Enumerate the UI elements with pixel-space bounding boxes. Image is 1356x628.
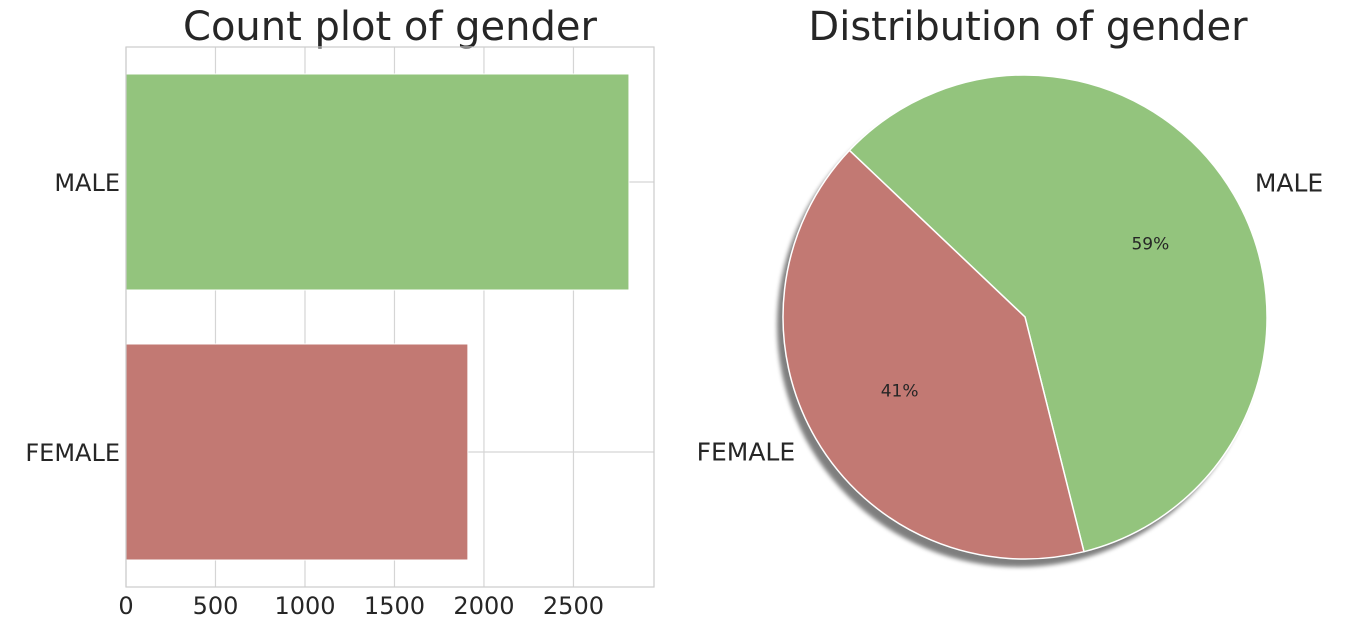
x-tick-label: 1500 [364, 592, 425, 620]
y-tick-label-male: MALE [54, 169, 120, 197]
x-tick-label: 2000 [453, 592, 514, 620]
pie-label-female: FEMALE [697, 437, 796, 466]
bar-female [125, 343, 469, 561]
pie-pct-label-female: 41% [881, 381, 919, 401]
bar-marks [125, 73, 630, 561]
pie-pct-label-male: 59% [1131, 235, 1169, 255]
pie-slice-female [782, 149, 1085, 560]
bar-plot-frame [125, 46, 655, 588]
x-tick-label: 2500 [543, 592, 604, 620]
pie-label-male: MALE [1255, 169, 1323, 198]
x-tick-label: 0 [118, 592, 133, 620]
bar-male [125, 73, 630, 291]
pie-slice-male [848, 74, 1268, 553]
pie-slices [782, 74, 1268, 560]
y-tick-label-female: FEMALE [25, 439, 120, 467]
pie-labels: MALE 59% FEMALE 41% [697, 169, 1324, 467]
x-tick-label: 1000 [274, 592, 335, 620]
count-plot: Count plot of gender MALE FEMALE 0 500 1000… [25, 4, 655, 620]
pie-chart: Distribution of gender MALE 59% FEMALE 41% [697, 4, 1324, 567]
count-plot-title: Count plot of gender [183, 4, 598, 50]
bar-x-tick-labels: 0 500 1000 1500 2000 2500 [118, 592, 604, 620]
bar-y-tick-labels: MALE FEMALE [25, 169, 120, 467]
x-tick-label: 500 [193, 592, 239, 620]
pie-chart-title: Distribution of gender [808, 4, 1248, 50]
